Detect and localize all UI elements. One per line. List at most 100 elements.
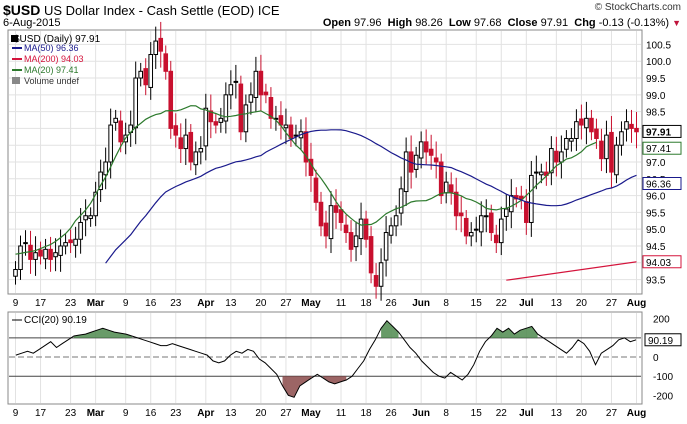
candle-body (23, 242, 28, 245)
cci-x-tick: 17 (35, 408, 47, 419)
price-x-tick: 13 (551, 298, 563, 309)
price-y-tick: 100.5 (646, 40, 671, 51)
price-y-tick: 99.0 (646, 91, 666, 102)
candle-body (333, 205, 339, 213)
cci-x-tick: 13 (551, 408, 563, 419)
price-x-tick: 9 (13, 298, 19, 309)
candle-body (599, 140, 604, 160)
candle-body (458, 212, 464, 217)
candle-body (443, 181, 449, 194)
cci-x-tick: 26 (386, 408, 398, 419)
close-label: Close (507, 17, 538, 29)
cci-x-tick: 20 (255, 408, 267, 419)
candle-body (63, 242, 68, 247)
candle-body (233, 80, 239, 83)
candle-body (574, 121, 579, 139)
close-value-tag-box (642, 124, 682, 138)
ma200-line (506, 261, 637, 281)
price-y-tick: 94.5 (646, 242, 666, 253)
price-x-tick: 13 (225, 298, 237, 309)
candle-body (213, 121, 219, 126)
legend-ma50: MA(50) 96.36 (24, 43, 79, 53)
candle-body (103, 161, 108, 176)
exchange: ICE (257, 3, 280, 18)
price-y-tick: 97.0 (646, 158, 666, 169)
candle-body (238, 83, 244, 133)
cci-overbought-area (381, 320, 399, 338)
chart-title: $USD US Dollar Index - Cash Settle (EOD)… (3, 2, 280, 18)
legend-swatch-volume (12, 77, 20, 84)
price-x-tick: 17 (35, 298, 47, 309)
price-x-tick: 22 (496, 298, 508, 309)
candle-body (584, 117, 589, 129)
candle-body (438, 161, 444, 197)
price-y-tick: 98.5 (646, 108, 666, 119)
cci-x-tick: 23 (65, 408, 77, 419)
candle-body (368, 236, 374, 274)
cci-x-tick: 9 (13, 408, 19, 419)
candle-body (624, 121, 629, 130)
candle-body (223, 94, 229, 122)
price-y-tick: 93.5 (646, 276, 666, 287)
cci-x-tick: 8 (443, 408, 449, 419)
candle-body (498, 218, 504, 244)
cci-y-tick: 0 (653, 353, 659, 364)
price-x-tick: 23 (170, 298, 182, 309)
candle-body (559, 151, 564, 163)
cci-legend-label: CCI(20) 90.19 (24, 315, 87, 326)
cci-x-tick: 27 (606, 408, 618, 419)
price-x-tick: Aug (627, 298, 646, 309)
candle-body (448, 184, 454, 193)
legend-volume: Volume undef (24, 76, 80, 86)
candle-body (358, 218, 364, 240)
candle-body (503, 208, 509, 217)
legend-ma200: MA(200) 94.03 (24, 54, 84, 64)
candle-body (423, 141, 429, 153)
cci-y-tick: -200 (653, 391, 673, 402)
candle-body (78, 221, 83, 240)
candle-body (363, 218, 369, 240)
chart-header: $USD US Dollar Index - Cash Settle (EOD)… (0, 0, 687, 30)
candle-body (348, 232, 354, 250)
price-legend: $USD (Daily) 97.91 MA(50) 96.36 MA(200) … (11, 34, 101, 86)
legend-main: $USD (Daily) 97.91 (14, 34, 101, 45)
cci-x-tick: 11 (336, 408, 347, 419)
candle-body (569, 137, 574, 142)
cci-x-tick: 27 (280, 408, 292, 419)
legend-swatch-main (11, 35, 18, 42)
low-value: 97.68 (473, 17, 502, 29)
price-x-tick: 11 (336, 298, 347, 309)
cci-panel-frame (7, 311, 643, 405)
cci-x-tick: Jul (519, 408, 534, 419)
candle-body (609, 131, 614, 173)
candle-body (168, 70, 174, 129)
candle-body (13, 268, 18, 277)
cci-x-tick: 13 (225, 408, 237, 419)
ma20-value-tag-box (642, 141, 682, 155)
candle-body (33, 252, 38, 260)
legend-ma20: MA(20) 97.41 (24, 65, 79, 75)
candle-body (418, 141, 424, 159)
candle-body (413, 154, 419, 170)
price-x-tick: 27 (606, 298, 618, 309)
candle-body (323, 222, 329, 237)
cci-x-tick: Aug (627, 408, 646, 419)
price-x-tick: 8 (443, 298, 449, 309)
candle-body (614, 144, 619, 176)
candle-body (118, 120, 123, 143)
candle-body (303, 131, 309, 163)
candle-body (564, 137, 569, 150)
candle-body (113, 117, 118, 123)
price-x-tick: 23 (65, 298, 77, 309)
candle-body (343, 224, 349, 234)
source-credit: © StockCharts.com (594, 2, 681, 13)
candle-body (524, 201, 529, 223)
open-label: Open (322, 17, 351, 29)
cci-x-tick: May (301, 408, 321, 419)
candle-body (53, 252, 58, 258)
cci-x-tick: 15 (471, 408, 483, 419)
candle-body (73, 238, 78, 246)
candle-body (534, 171, 539, 174)
cci-x-tick: 16 (145, 408, 157, 419)
